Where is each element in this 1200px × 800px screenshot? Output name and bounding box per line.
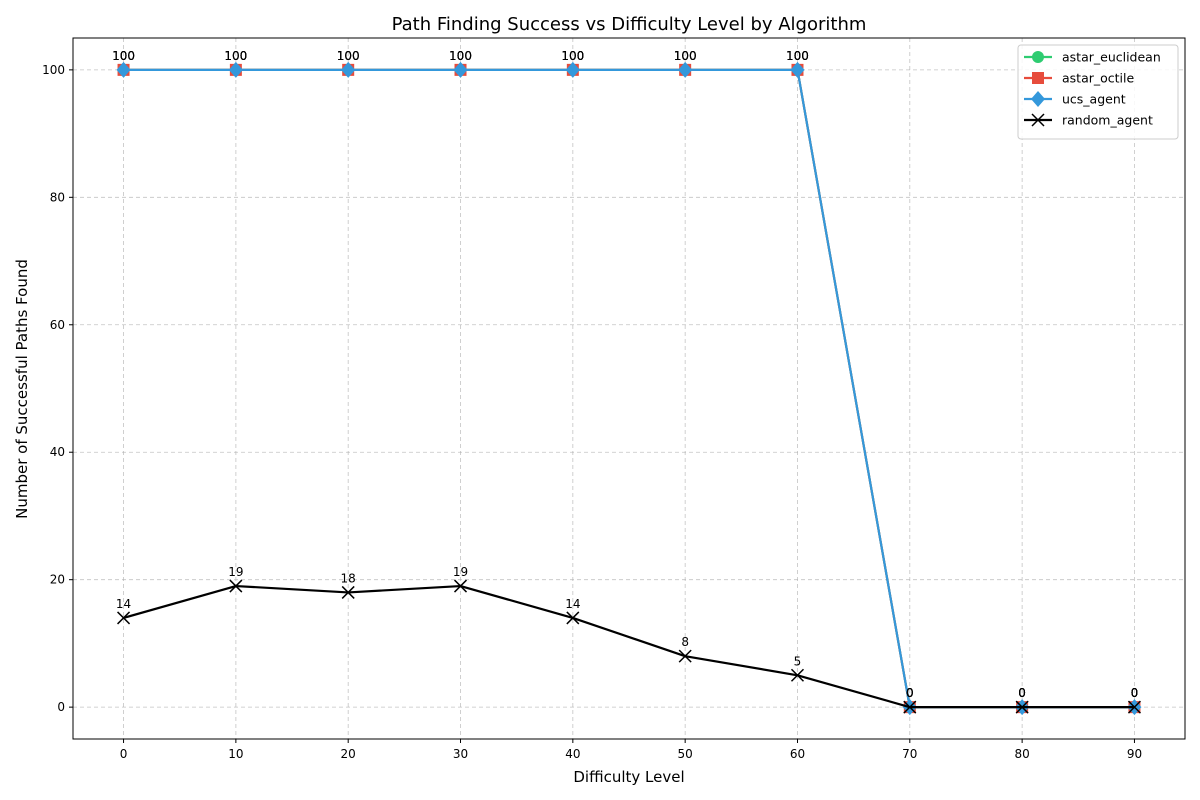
data-point-random_agent: [341, 585, 355, 599]
data-label-astar_euclidean: 0: [1131, 686, 1139, 700]
data-label-random_agent: 14: [565, 597, 580, 611]
data-point-ucs_agent: [228, 61, 243, 78]
data-label-astar_euclidean: 100: [337, 49, 360, 63]
grid: [73, 38, 1185, 739]
legend-marker: [1032, 72, 1044, 84]
data-point-random_agent: [1127, 700, 1141, 714]
x-tick-label: 90: [1127, 747, 1142, 761]
data-label-astar_octile: 100: [561, 49, 584, 63]
y-tick-label: 40: [50, 445, 65, 459]
legend-item-astar_octile: astar_octile: [1024, 71, 1134, 86]
data-point-random_agent: [903, 700, 917, 714]
data-label-random_agent: 8: [681, 635, 689, 649]
data-label-random_agent: 5: [794, 654, 802, 668]
data-point-random_agent: [453, 579, 468, 593]
x-tick-label: 10: [228, 747, 243, 761]
data-point-ucs_agent: [678, 61, 693, 78]
data-point-ucs_agent: [341, 61, 356, 78]
legend-item-astar_euclidean: astar_euclidean: [1024, 50, 1161, 65]
legend-label: random_agent: [1062, 113, 1153, 128]
data-label-astar_octile: 100: [224, 49, 247, 63]
x-tick-label: 30: [453, 747, 468, 761]
data-label-astar_euclidean: 100: [224, 49, 247, 63]
data-label-ucs_agent: 0: [906, 686, 914, 700]
data-point-ucs_agent: [790, 61, 805, 78]
data-label-astar_euclidean: 100: [561, 49, 584, 63]
data-label-astar_octile: 0: [1018, 686, 1026, 700]
legend-marker: [1031, 91, 1045, 107]
legend-label: ucs_agent: [1062, 92, 1126, 107]
series-random_agent: [117, 579, 1141, 714]
data-label-astar_euclidean: 100: [112, 49, 135, 63]
data-label-astar_euclidean: 100: [786, 49, 809, 63]
legend-marker: [1031, 113, 1045, 127]
x-tick-label: 70: [902, 747, 917, 761]
data-label-random_agent: 18: [341, 571, 356, 585]
data-point-random_agent: [117, 611, 131, 625]
data-point-random_agent: [678, 649, 692, 663]
legend-label: astar_euclidean: [1062, 50, 1161, 65]
data-label-ucs_agent: 100: [786, 49, 809, 63]
data-label-astar_octile: 100: [112, 49, 135, 63]
y-tick-label: 60: [50, 318, 65, 332]
data-label-astar_octile: 100: [337, 49, 360, 63]
data-point-ucs_agent: [453, 61, 468, 78]
x-tick-label: 80: [1014, 747, 1029, 761]
data-label-random_agent: 0: [1018, 686, 1026, 700]
data-point-ucs_agent: [565, 61, 580, 78]
data-label-ucs_agent: 100: [674, 49, 697, 63]
y-axis-label: Number of Successful Paths Found: [13, 259, 31, 519]
legend-marker: [1032, 51, 1044, 63]
series-line-random_agent: [123, 584, 1135, 709]
data-label-astar_euclidean: 0: [1018, 686, 1026, 700]
data-label-ucs_agent: 100: [337, 49, 360, 63]
x-axis-label: Difficulty Level: [573, 768, 684, 786]
data-label-random_agent: 19: [228, 565, 243, 579]
x-tick-label: 40: [565, 747, 580, 761]
data-point-random_agent: [790, 668, 805, 682]
data-point-ucs_agent: [116, 61, 131, 78]
data-label-astar_octile: 100: [786, 49, 809, 63]
data-label-astar_octile: 0: [1131, 686, 1139, 700]
data-point-random_agent: [566, 611, 580, 625]
data-point-random_agent: [229, 579, 243, 593]
data-point-random_agent: [1015, 700, 1029, 714]
data-label-astar_euclidean: 100: [449, 49, 472, 63]
y-tick-label: 80: [50, 190, 65, 204]
data-label-astar_octile: 0: [906, 686, 914, 700]
data-label-astar_octile: 100: [674, 49, 697, 63]
x-tick-label: 50: [678, 747, 693, 761]
x-tick-label: 60: [790, 747, 805, 761]
data-label-ucs_agent: 0: [1018, 686, 1026, 700]
series-group: [116, 61, 1142, 716]
data-label-astar_euclidean: 100: [674, 49, 697, 63]
data-label-random_agent: 14: [116, 597, 131, 611]
data-label-ucs_agent: 100: [112, 49, 135, 63]
data-label-ucs_agent: 100: [224, 49, 247, 63]
legend: astar_euclidean astar_octile ucs_agentrand…: [1017, 44, 1179, 140]
legend-item-ucs_agent: ucs_agent: [1024, 91, 1126, 107]
legend-box: [1017, 44, 1179, 140]
data-label-random_agent: 0: [1131, 686, 1139, 700]
legend-label: astar_octile: [1062, 71, 1134, 86]
legend-item-random_agent: random_agent: [1024, 113, 1153, 128]
y-tick-label: 0: [57, 700, 65, 714]
plot-area-frame: [72, 37, 1186, 740]
chart-title: Path Finding Success vs Difficulty Level…: [392, 14, 867, 35]
x-tick-label: 0: [120, 747, 128, 761]
y-tick-label: 100: [42, 63, 65, 77]
data-label-ucs_agent: 100: [449, 49, 472, 63]
data-label-ucs_agent: 0: [1131, 686, 1139, 700]
data-label-astar_euclidean: 0: [906, 686, 914, 700]
y-tick-label: 20: [50, 573, 65, 587]
data-label-random_agent: 19: [453, 565, 468, 579]
data-label-random_agent: 0: [906, 686, 914, 700]
x-tick-label: 20: [341, 747, 356, 761]
data-label-astar_octile: 100: [449, 49, 472, 63]
data-label-ucs_agent: 100: [561, 49, 584, 63]
